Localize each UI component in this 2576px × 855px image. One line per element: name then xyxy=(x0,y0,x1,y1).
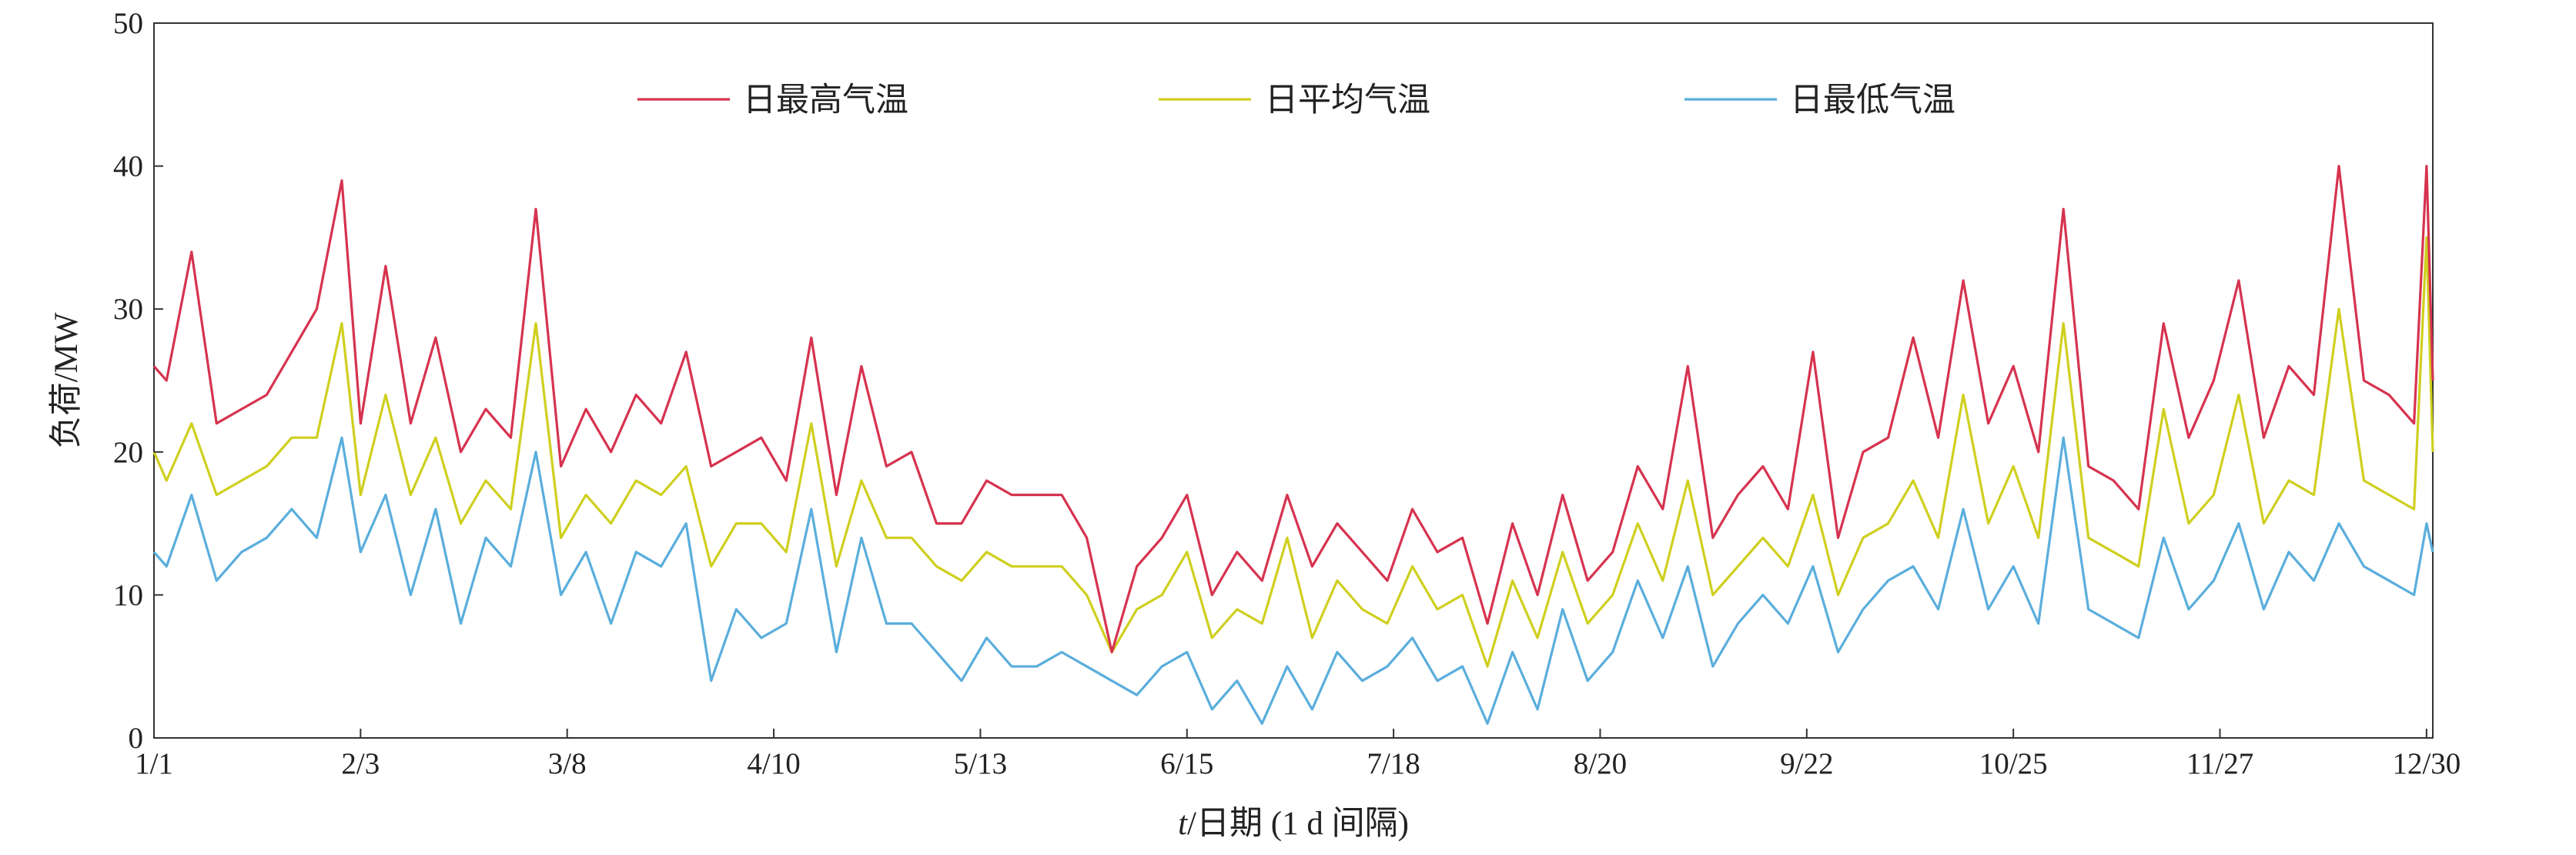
x-axis-ticks: 1/1 2/3 3/8 4/10 5/13 6/15 7/18 8/20 9/22 10/25 11… xyxy=(135,729,2461,780)
x-tick-label: 1/1 xyxy=(135,747,173,780)
y-tick-label: 20 xyxy=(113,436,143,469)
x-axis-title-variable: t xyxy=(1178,806,1188,842)
y-tick-label: 40 xyxy=(113,150,143,183)
x-tick-label: 4/10 xyxy=(747,747,800,780)
series-layer xyxy=(152,165,2434,726)
series-line-min xyxy=(152,436,2434,726)
x-tick-label: 6/15 xyxy=(1160,747,1213,780)
x-tick-label: 7/18 xyxy=(1367,747,1420,780)
x-tick-label: 5/13 xyxy=(954,747,1007,780)
x-tick-label: 12/30 xyxy=(2392,747,2461,780)
x-axis-title-text: /日期 (1 d 间隔) xyxy=(1187,806,1409,842)
y-tick-label: 30 xyxy=(113,293,143,326)
x-axis-title: t/日期 (1 d 间隔) xyxy=(1178,806,1409,842)
y-tick-label: 50 xyxy=(113,7,143,40)
legend: 日最高气温 日平均气温 日最低气温 xyxy=(637,82,1955,119)
y-tick-label: 10 xyxy=(113,578,143,612)
y-tick-label: 0 xyxy=(129,722,144,755)
y-axis-title: 负荷/MW xyxy=(49,312,85,448)
x-tick-label: 2/3 xyxy=(341,747,380,780)
series-line-max xyxy=(152,165,2434,654)
legend-label-min: 日最低气温 xyxy=(1790,82,1955,119)
x-tick-label: 3/8 xyxy=(548,747,587,780)
y-axis-ticks: 0 10 20 30 40 50 xyxy=(113,7,163,755)
legend-label-max: 日最高气温 xyxy=(743,82,908,119)
x-tick-label: 11/27 xyxy=(2186,747,2253,780)
x-tick-label: 8/20 xyxy=(1574,747,1627,780)
x-tick-label: 10/25 xyxy=(1979,747,2048,780)
x-tick-label: 9/22 xyxy=(1780,747,1833,780)
legend-label-mean: 日平均气温 xyxy=(1265,82,1430,119)
series-line-mean xyxy=(152,236,2434,668)
